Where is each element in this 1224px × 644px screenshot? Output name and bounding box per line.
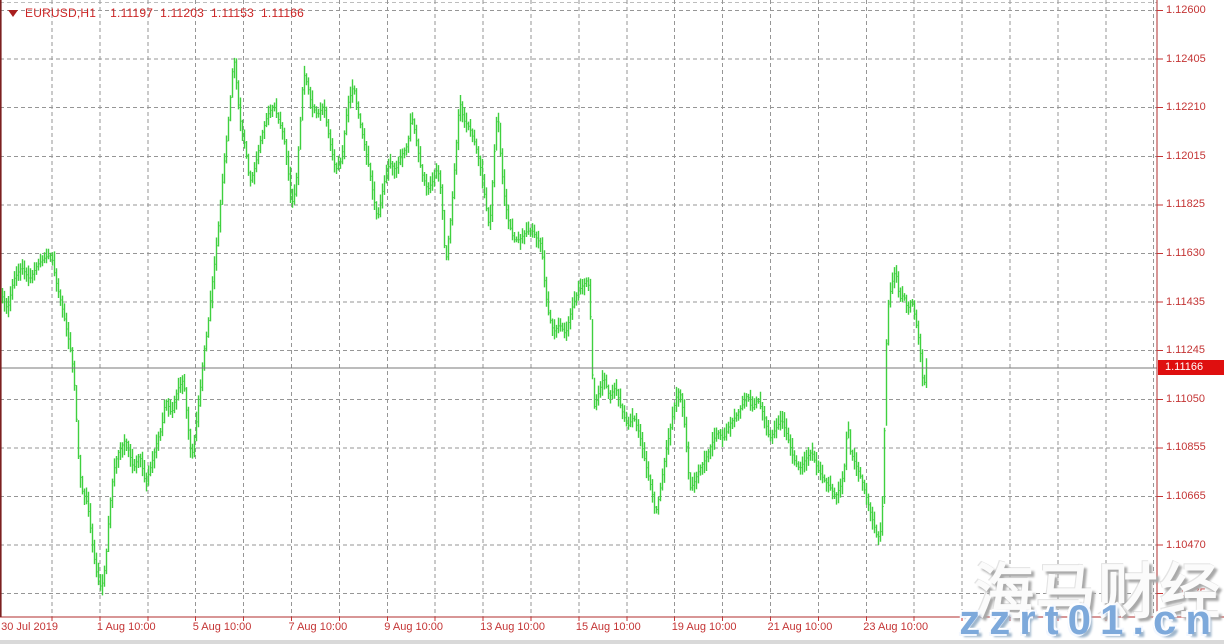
time-axis-label: 19 Aug 10:00: [671, 621, 737, 633]
price-axis-label: 1.12600: [1166, 4, 1206, 16]
symbol-timeframe-label: EURUSD,H1: [25, 6, 97, 20]
price-axis-label: 1.10855: [1166, 441, 1206, 454]
window-left-edge: [0, 0, 2, 617]
price-axis-label: 1.11050: [1166, 392, 1205, 405]
time-axis-label: 30 Jul 2019: [1, 621, 58, 633]
time-axis-label: 9 Aug 10:00: [384, 621, 444, 633]
price-axis-label: 1.12210: [1166, 101, 1206, 114]
time-axis-label: 21 Aug 10:00: [767, 621, 833, 633]
price-axis-label: 1.10275: [1166, 587, 1206, 600]
price-axis-label: 1.10470: [1166, 538, 1206, 551]
watermark-site-url: zzrt01.cn: [959, 596, 1220, 643]
price-bars-series: [1, 57, 928, 596]
symbol-marker-icon: [8, 10, 18, 17]
price-axis-label: 1.10665: [1166, 490, 1206, 502]
time-axis-label: 15 Aug 10:00: [575, 621, 641, 633]
current-price-tag: 1.11166: [1158, 360, 1224, 376]
time-axis-label: 13 Aug 10:00: [480, 621, 545, 633]
price-axis-label: 1.12405: [1166, 52, 1206, 65]
time-axis-label: 23 Aug 10:00: [863, 621, 929, 633]
window-bottom-strip: [0, 640, 1224, 644]
vertical-gridlines: [51, 0, 1155, 617]
time-axis-label: 7 Aug 10:00: [288, 621, 348, 633]
low-value: 1.11153: [211, 6, 255, 20]
price-axis-label: 1.11435: [1166, 295, 1205, 308]
axis-tick-marks: [51, 10, 1163, 621]
time-axis-label: 1 Aug 10:00: [96, 621, 156, 633]
price-axis-label: 1.11825: [1166, 198, 1205, 211]
price-axis-label: 1.11630: [1166, 247, 1205, 259]
close-value: 1.11166: [261, 6, 305, 20]
high-value: 1.11203: [160, 6, 205, 20]
price-axis-label: 1.12015: [1166, 149, 1206, 162]
time-axis-label: 5 Aug 10:00: [192, 621, 252, 633]
watermark-site-name: 海马财经: [974, 559, 1222, 626]
open-value: 1.11197: [110, 6, 154, 20]
chart-info-line: EURUSD,H1 1.11197 1.11203 1.11153 1.1116…: [8, 6, 311, 20]
bar-close-ticks: [2, 61, 928, 587]
price-axis-label: 1.11245: [1166, 344, 1205, 357]
